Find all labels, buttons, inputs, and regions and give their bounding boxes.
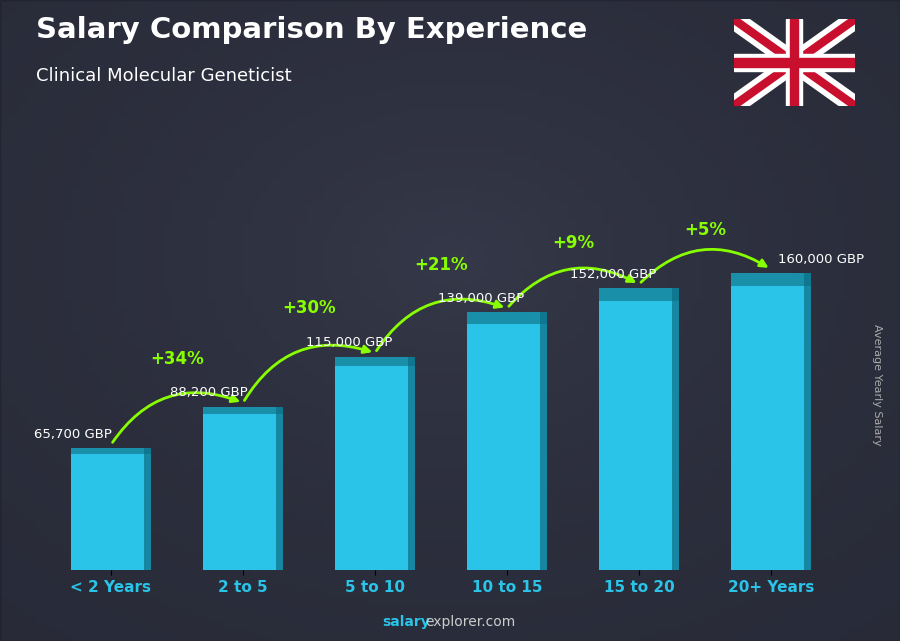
- Bar: [599, 288, 679, 570]
- Bar: [732, 273, 811, 287]
- Bar: [790, 19, 798, 106]
- Text: +30%: +30%: [283, 299, 336, 317]
- Text: Salary Comparison By Experience: Salary Comparison By Experience: [36, 16, 587, 44]
- Bar: [409, 356, 415, 570]
- Text: 115,000 GBP: 115,000 GBP: [306, 337, 392, 349]
- Bar: [71, 448, 150, 454]
- Text: 139,000 GBP: 139,000 GBP: [438, 292, 525, 304]
- Text: 65,700 GBP: 65,700 GBP: [34, 428, 112, 441]
- Text: salary: salary: [382, 615, 430, 629]
- Text: +5%: +5%: [684, 221, 726, 239]
- Text: +9%: +9%: [552, 235, 594, 253]
- Text: explorer.com: explorer.com: [426, 615, 516, 629]
- Text: Clinical Molecular Geneticist: Clinical Molecular Geneticist: [36, 67, 292, 85]
- Bar: [467, 312, 546, 324]
- Bar: [787, 19, 803, 106]
- Bar: [203, 406, 283, 414]
- Text: 152,000 GBP: 152,000 GBP: [571, 267, 657, 281]
- Bar: [734, 58, 855, 67]
- Text: Average Yearly Salary: Average Yearly Salary: [872, 324, 883, 445]
- Bar: [276, 406, 283, 570]
- Bar: [540, 312, 546, 570]
- Text: 160,000 GBP: 160,000 GBP: [778, 253, 864, 265]
- Bar: [203, 406, 283, 570]
- Bar: [672, 288, 679, 570]
- Bar: [805, 273, 811, 570]
- Bar: [732, 273, 811, 570]
- Bar: [144, 448, 150, 570]
- Bar: [467, 312, 546, 570]
- Text: +21%: +21%: [414, 256, 468, 274]
- Bar: [71, 448, 150, 570]
- Bar: [599, 288, 679, 301]
- Text: 88,200 GBP: 88,200 GBP: [170, 386, 248, 399]
- Bar: [336, 356, 415, 570]
- Bar: [336, 356, 415, 367]
- Text: +34%: +34%: [150, 351, 204, 369]
- Bar: [734, 54, 855, 71]
